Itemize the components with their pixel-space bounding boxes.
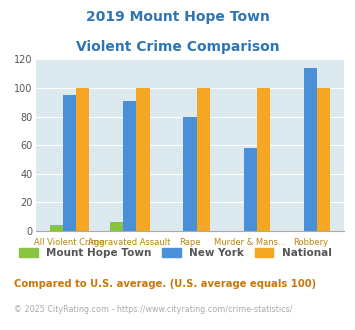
- Text: Murder & Mans...: Murder & Mans...: [214, 238, 286, 247]
- Bar: [76, 88, 89, 231]
- Text: 2019 Mount Hope Town: 2019 Mount Hope Town: [86, 10, 269, 24]
- Text: Rape: Rape: [179, 238, 201, 247]
- Text: Violent Crime Comparison: Violent Crime Comparison: [76, 40, 279, 53]
- Legend: Mount Hope Town, New York, National: Mount Hope Town, New York, National: [20, 248, 332, 258]
- Text: Robbery: Robbery: [293, 238, 328, 247]
- Bar: [244, 148, 257, 231]
- Bar: [50, 225, 63, 231]
- Text: © 2025 CityRating.com - https://www.cityrating.com/crime-statistics/: © 2025 CityRating.com - https://www.city…: [14, 305, 293, 314]
- Text: Aggravated Assault: Aggravated Assault: [88, 238, 171, 247]
- Bar: [197, 88, 210, 231]
- Bar: [136, 88, 149, 231]
- Bar: [110, 222, 123, 231]
- Bar: [63, 95, 76, 231]
- Bar: [304, 68, 317, 231]
- Bar: [183, 116, 197, 231]
- Text: Compared to U.S. average. (U.S. average equals 100): Compared to U.S. average. (U.S. average …: [14, 279, 316, 289]
- Bar: [257, 88, 270, 231]
- Text: All Violent Crime: All Violent Crime: [34, 238, 104, 247]
- Bar: [123, 101, 136, 231]
- Bar: [317, 88, 330, 231]
